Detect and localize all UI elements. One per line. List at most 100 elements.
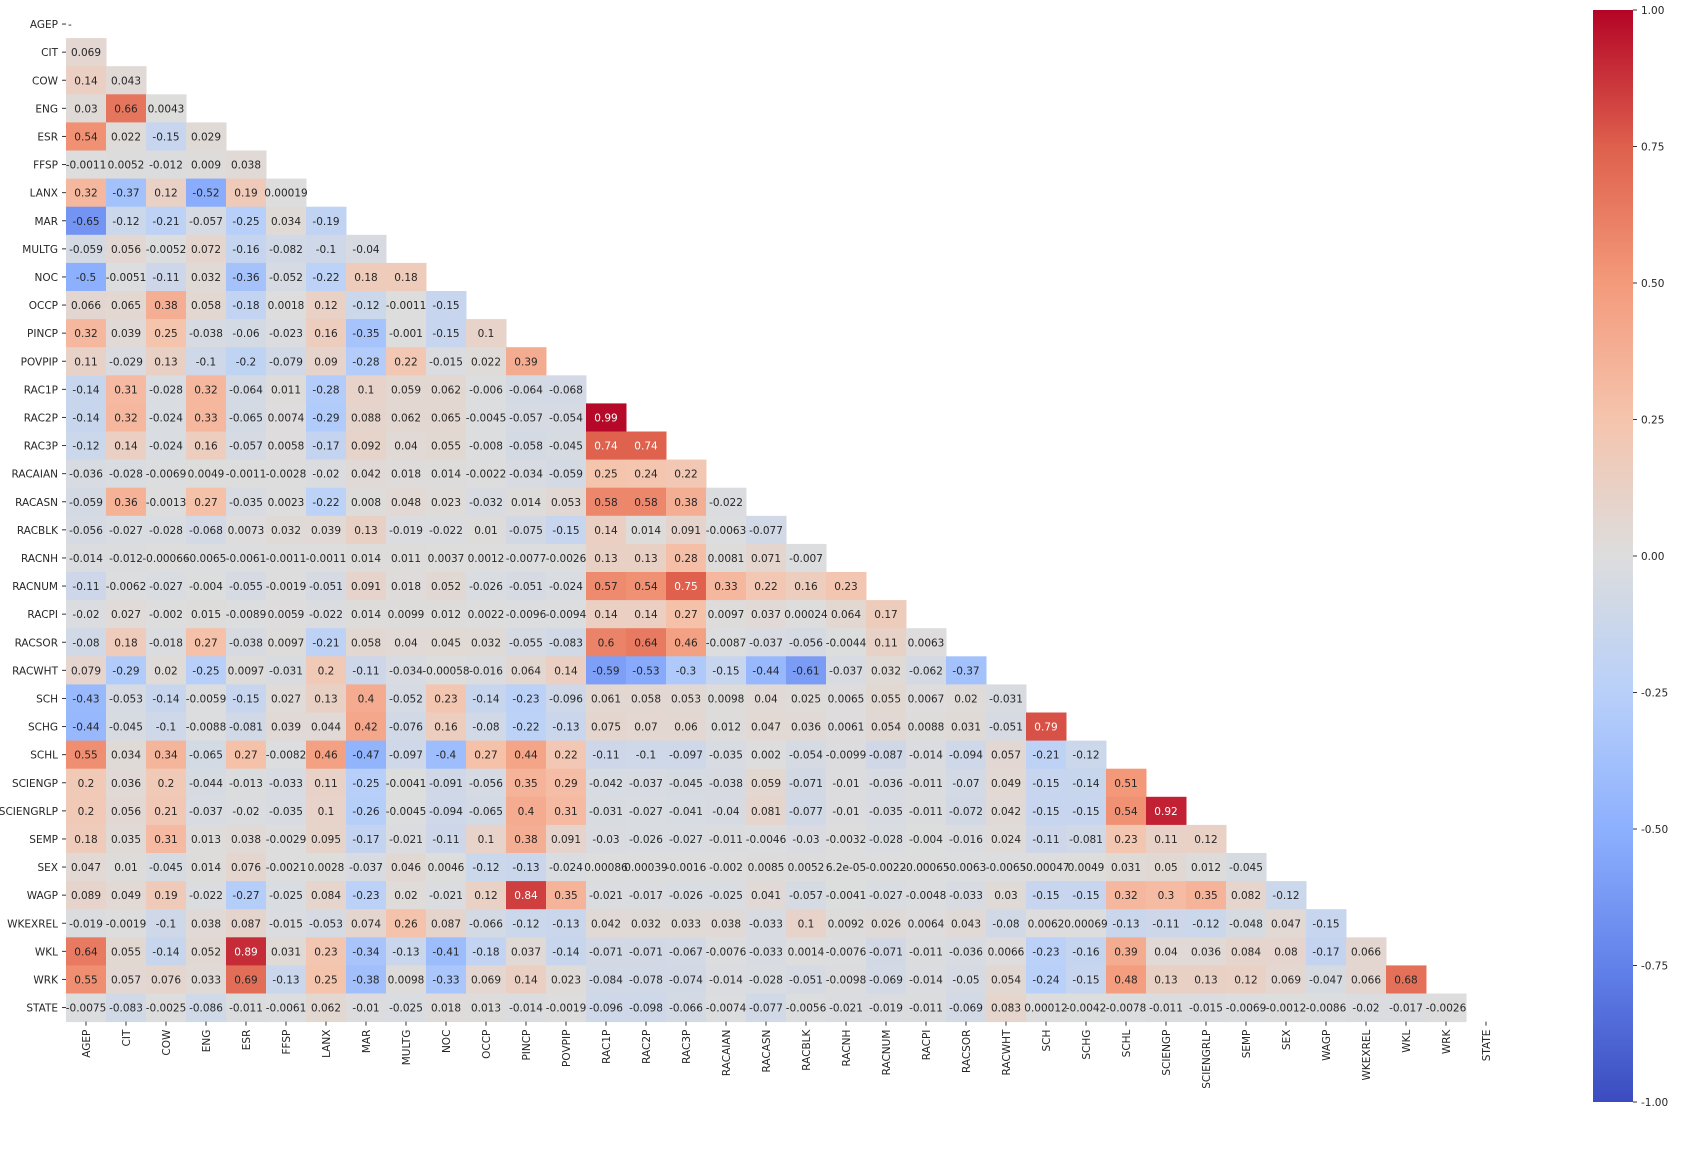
cell-value-label: -0.11 (1152, 918, 1179, 930)
cell-value-label: 0.083 (991, 1003, 1021, 1015)
heatmap-cell (826, 853, 867, 882)
cell-value-label: -0.055 (229, 581, 263, 593)
cell-value-label: -0.077 (749, 525, 783, 537)
heatmap-cell (346, 347, 387, 376)
cell-value-label: -0.047 (1309, 974, 1343, 986)
heatmap-cell (586, 431, 627, 461)
cell-value-label: -0.028 (749, 974, 783, 986)
heatmap-cell (146, 319, 187, 348)
cell-value-label: 0.19 (234, 188, 257, 200)
heatmap-cell (866, 600, 907, 629)
cell-value-label: 0.0049 (188, 469, 225, 481)
heatmap-cell (266, 853, 307, 882)
cell-value-label: 0.74 (634, 441, 658, 453)
heatmap-cell (426, 993, 467, 1023)
heatmap-cell (1186, 824, 1227, 854)
heatmap-cell (106, 572, 147, 601)
heatmap-cell (266, 543, 307, 573)
heatmap-cell (866, 853, 907, 882)
heatmap-cell (146, 937, 187, 966)
heatmap-cell (426, 684, 467, 713)
x-tick-label: SCH (1041, 1030, 1053, 1052)
heatmap-cell (266, 515, 307, 545)
cell-value-label: 0.046 (391, 862, 421, 874)
heatmap-cell (306, 431, 347, 461)
heatmap-cell (266, 937, 307, 966)
heatmap-cell (386, 853, 427, 882)
cell-value-label: -0.091 (429, 778, 463, 790)
cell-value-label: 0.038 (231, 160, 261, 172)
cell-value-label: 0.023 (431, 497, 461, 509)
cell-value-label: 0.28 (674, 553, 697, 565)
cell-value-label: -0.12 (112, 216, 139, 228)
heatmap-cell (546, 712, 587, 742)
heatmap-cell (826, 965, 867, 994)
heatmap-cell (186, 487, 227, 517)
heatmap-cell (866, 824, 907, 854)
cell-value-label: -0.045 (669, 778, 703, 790)
heatmap-cells (66, 38, 1467, 1023)
cell-value-label: -0.17 (352, 834, 379, 846)
heatmap-cell (226, 291, 267, 320)
heatmap-cell (1026, 909, 1067, 938)
heatmap-cell (386, 824, 427, 854)
cell-value-label: 0.011 (271, 384, 301, 396)
heatmap-cell (186, 403, 227, 432)
cell-value-label: -0.021 (429, 890, 463, 902)
heatmap-cell (666, 459, 707, 489)
heatmap-cell (506, 853, 547, 882)
cell-value-label: 0.091 (551, 834, 581, 846)
heatmap-cell (826, 740, 867, 770)
cell-value-label: -0.15 (432, 300, 459, 312)
heatmap-cell (786, 853, 827, 882)
heatmap-cell (346, 515, 387, 545)
cell-value-label: 0.0023 (268, 497, 305, 509)
heatmap-cell (1146, 965, 1187, 994)
heatmap-cell (1306, 965, 1347, 994)
heatmap-cell (66, 600, 107, 629)
cell-value-label: -0.059 (549, 469, 583, 481)
heatmap-cell (586, 515, 627, 545)
heatmap-cell (706, 628, 747, 657)
heatmap-cell (666, 824, 707, 854)
cell-value-label: -0.053 (309, 918, 343, 930)
heatmap-cell (546, 993, 587, 1023)
heatmap-cell (986, 909, 1027, 938)
cell-value-label: -0.081 (1069, 834, 1103, 846)
cell-value-label: 0.0046 (428, 862, 465, 874)
cell-value-label: -0.034 (389, 665, 423, 677)
cell-value-label: 0.054 (991, 974, 1021, 986)
cell-value-label: -0.024 (549, 862, 583, 874)
heatmap-cell (666, 937, 707, 966)
cell-value-label: -0.25 (232, 216, 259, 228)
heatmap-cell (986, 881, 1027, 910)
heatmap-cell (946, 768, 987, 798)
heatmap-cell (1226, 937, 1267, 966)
heatmap-cell (666, 881, 707, 910)
cell-value-label: -0.017 (629, 890, 663, 902)
heatmap-cell (386, 291, 427, 320)
cell-value-label: -0.077 (749, 1003, 783, 1015)
heatmap-cell (666, 965, 707, 994)
cell-value-label: -0.071 (629, 946, 663, 958)
heatmap-cell (266, 656, 307, 685)
cell-value-label: 0.46 (314, 750, 338, 762)
heatmap-cell (266, 965, 307, 994)
y-tick-label: RACNH (21, 553, 58, 565)
cell-value-label: -0.0022 (466, 469, 507, 481)
heatmap-cell (426, 431, 467, 461)
cell-value-label: 0.11 (314, 778, 337, 790)
heatmap-cell (706, 515, 747, 545)
heatmap-cell (466, 881, 507, 910)
x-tick-label: RACAIAN (721, 1030, 733, 1077)
cell-value-label: -0.097 (669, 750, 703, 762)
cell-value-label: 0.088 (351, 412, 381, 424)
cell-value-label: 0.39 (514, 356, 537, 368)
cell-value-label: -0.094 (429, 806, 463, 818)
heatmap-cell (466, 600, 507, 629)
heatmap-cell (1026, 881, 1067, 910)
x-tick-label: SCHG (1081, 1030, 1093, 1060)
heatmap-cell (186, 262, 227, 292)
heatmap-cell (346, 712, 387, 742)
cell-value-label: 0.38 (514, 834, 537, 846)
